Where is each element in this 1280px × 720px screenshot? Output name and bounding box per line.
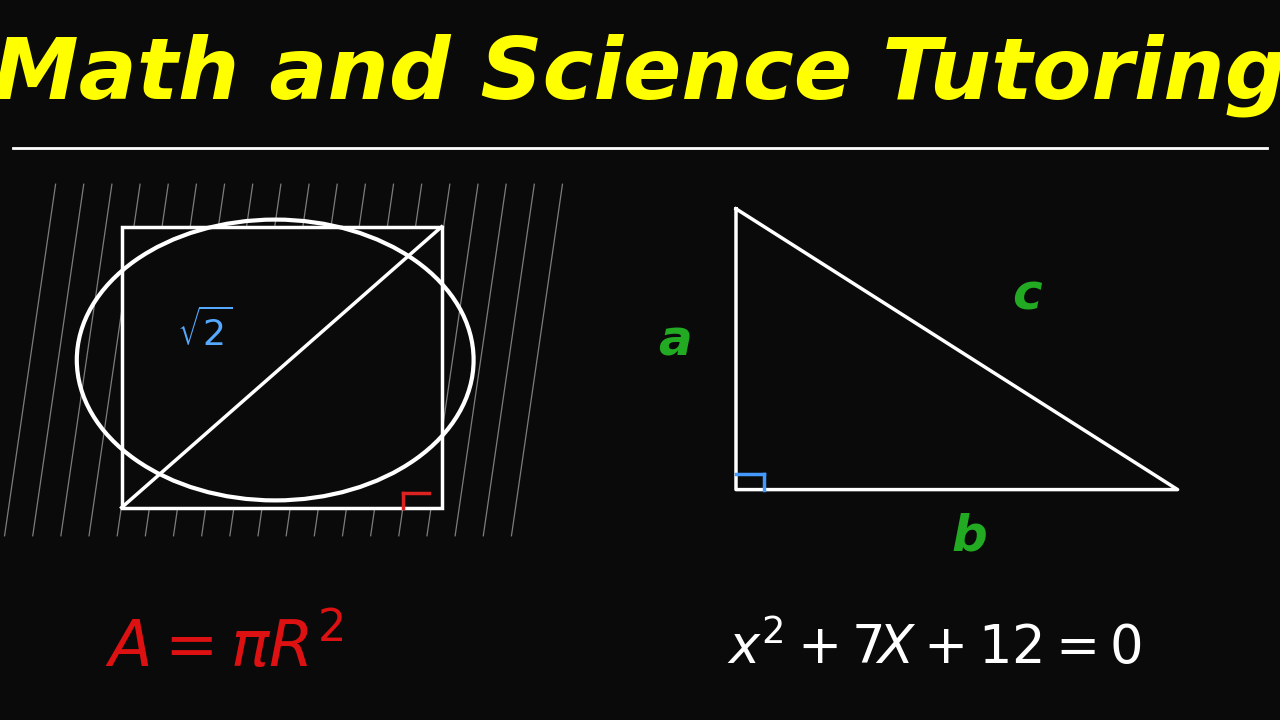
- Bar: [122, 227, 442, 508]
- Text: c: c: [1012, 271, 1042, 319]
- Text: b: b: [952, 513, 987, 560]
- Text: Math and Science Tutoring: Math and Science Tutoring: [0, 34, 1280, 117]
- Bar: [122, 227, 442, 508]
- Text: $A = \pi R^2$: $A = \pi R^2$: [105, 616, 343, 680]
- Text: $\sqrt{2}$: $\sqrt{2}$: [177, 309, 233, 354]
- Text: a: a: [658, 318, 691, 366]
- Text: $x^2 + 7X + 12 = 0$: $x^2 + 7X + 12 = 0$: [727, 621, 1142, 675]
